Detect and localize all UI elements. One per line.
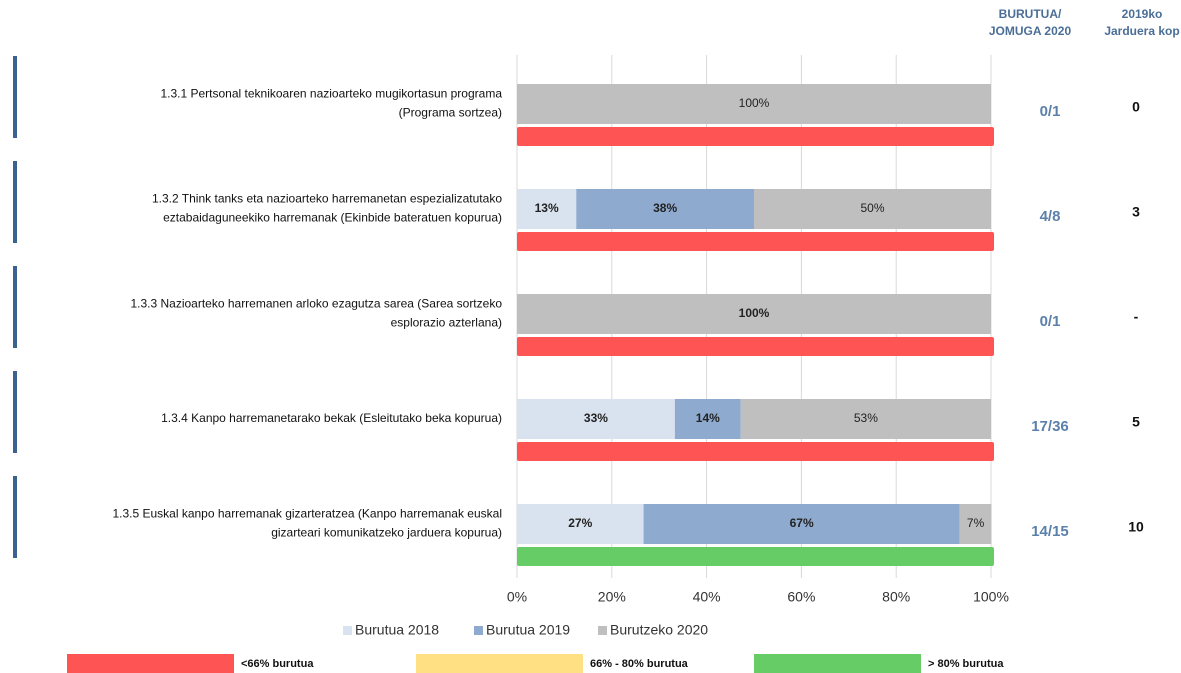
count-value: 0 xyxy=(1132,99,1140,115)
value-label: 13% xyxy=(535,201,559,215)
category-label: eztabaidaguneekiko harremanak (Ekinbide … xyxy=(163,211,502,225)
category-label: 1.3.2 Think tanks eta nazioarteko harrem… xyxy=(152,192,502,206)
row-marker xyxy=(13,476,17,558)
legend-label: Burutzeko 2020 xyxy=(610,622,708,638)
column-header: BURUTUA/ xyxy=(999,7,1062,21)
x-tick-label: 20% xyxy=(598,589,626,605)
status-legend-label: > 80% burutua xyxy=(928,658,1004,670)
category-label: gizarteari komunikatzeko jarduera kopuru… xyxy=(271,526,502,540)
category-label: 1.3.3 Nazioarteko harremanen arloko ezag… xyxy=(130,297,502,311)
category-label: 1.3.5 Euskal kanpo harremanak gizarterat… xyxy=(112,507,502,521)
category-label: (Programa sortzea) xyxy=(399,106,502,120)
value-label: 100% xyxy=(739,306,770,320)
value-label: 50% xyxy=(860,201,884,215)
legend-swatch xyxy=(474,626,483,635)
value-label: 38% xyxy=(653,201,677,215)
legend-label: Burutua 2019 xyxy=(486,622,570,638)
column-header: 2019ko xyxy=(1122,7,1163,21)
count-value: 3 xyxy=(1132,204,1140,220)
x-tick-label: 60% xyxy=(787,589,815,605)
category-label: esplorazio azterlana) xyxy=(391,316,502,330)
category-label: 1.3.4 Kanpo harremanetarako bekak (Eslei… xyxy=(161,411,502,425)
category-label: 1.3.1 Pertsonal teknikoaren nazioarteko … xyxy=(160,87,502,101)
bar-segment xyxy=(754,189,991,229)
value-label: 27% xyxy=(568,516,592,530)
bar-segment xyxy=(517,504,644,544)
column-header: JOMUGA 2020 xyxy=(989,24,1072,38)
ratio-value: 0/1 xyxy=(1040,313,1061,330)
legend-label: Burutua 2018 xyxy=(355,622,439,638)
ratio-value: 4/8 xyxy=(1040,208,1061,225)
ratio-value: 0/1 xyxy=(1040,103,1061,120)
x-tick-label: 0% xyxy=(507,589,527,605)
bar-segment xyxy=(643,504,960,544)
ratio-value: 14/15 xyxy=(1031,523,1069,540)
value-label: 7% xyxy=(967,516,985,530)
row-marker xyxy=(13,371,17,453)
status-legend-label: 66% - 80% burutua xyxy=(590,658,689,670)
bar-segment xyxy=(517,189,577,229)
value-label: 14% xyxy=(696,411,720,425)
bar-segment xyxy=(740,399,991,439)
x-tick-label: 80% xyxy=(882,589,910,605)
row-marker xyxy=(13,266,17,348)
row-marker xyxy=(13,56,17,138)
count-value: 10 xyxy=(1128,519,1144,535)
status-bar xyxy=(517,442,994,461)
ratio-value: 17/36 xyxy=(1031,418,1069,435)
status-legend-label: <66% burutua xyxy=(241,658,314,670)
status-bar xyxy=(517,232,994,251)
status-legend-swatch xyxy=(67,654,234,673)
value-label: 100% xyxy=(739,96,770,110)
x-tick-label: 100% xyxy=(973,589,1009,605)
bar-segment xyxy=(674,399,741,439)
status-bar xyxy=(517,127,994,146)
status-legend-swatch xyxy=(754,654,921,673)
value-label: 53% xyxy=(854,411,878,425)
status-bar xyxy=(517,337,994,356)
status-bar xyxy=(517,547,994,566)
row-marker xyxy=(13,161,17,243)
legend-swatch xyxy=(598,626,607,635)
bar-segment xyxy=(517,294,991,334)
bar-segment xyxy=(517,399,675,439)
x-tick-label: 40% xyxy=(693,589,721,605)
value-label: 67% xyxy=(790,516,814,530)
bar-segment xyxy=(576,189,754,229)
count-value: 5 xyxy=(1132,414,1140,430)
count-value: - xyxy=(1134,309,1139,325)
bar-segment xyxy=(959,504,992,544)
column-header: Jarduera kop xyxy=(1104,24,1179,38)
legend-swatch xyxy=(343,626,352,635)
bar-segment xyxy=(517,84,991,124)
value-label: 33% xyxy=(584,411,608,425)
status-legend-swatch xyxy=(416,654,583,673)
